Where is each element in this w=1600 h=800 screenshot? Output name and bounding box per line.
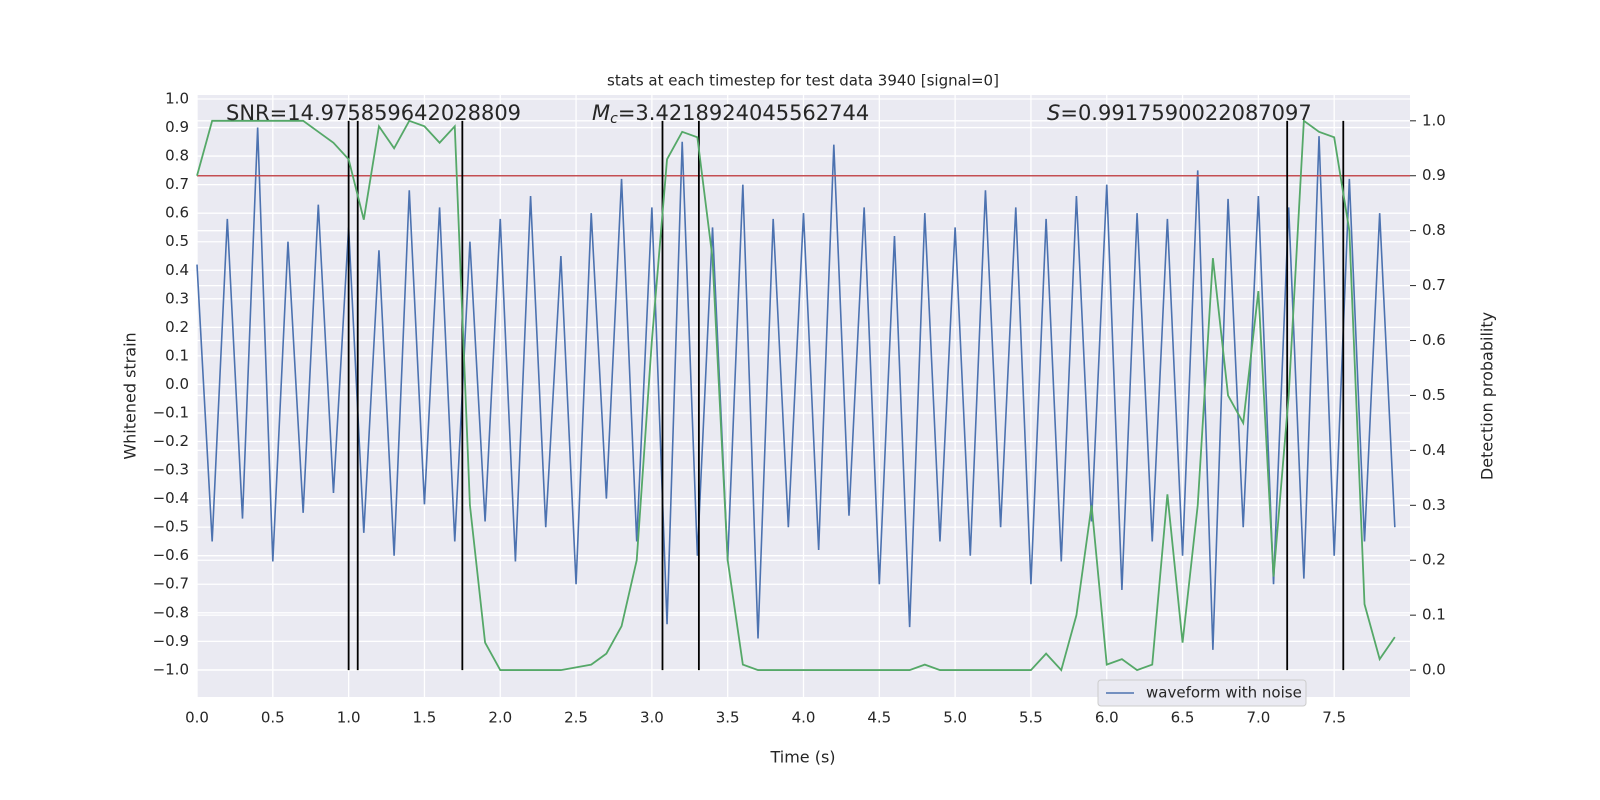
- strain-line: [196, 127, 1396, 650]
- x-tick-label: 0.0: [185, 709, 209, 727]
- legend-box: [1097, 679, 1307, 707]
- y-tick-label: −0.9: [153, 632, 189, 650]
- annotation-symbol: M: [592, 101, 610, 125]
- y-tick-label: 0.0: [165, 375, 189, 393]
- annotation-text: =0.9917590022087097: [1060, 101, 1311, 125]
- y-tick-label: 0.7: [165, 175, 189, 193]
- legend-label: waveform with noise: [1146, 684, 1302, 702]
- x-tick-label: 3.0: [640, 709, 664, 727]
- x-tick-label: 2.0: [488, 709, 512, 727]
- y2-tick-label: 0.7: [1422, 276, 1446, 294]
- y2-tick-label: 0.4: [1422, 441, 1446, 459]
- y2-tick-label: 0.0: [1422, 661, 1446, 679]
- x-tick-label: 1.5: [413, 709, 437, 727]
- y-tick-label: −0.4: [153, 489, 189, 507]
- y-tick-label: −0.6: [153, 546, 189, 564]
- y-tick-label: −0.8: [153, 603, 189, 621]
- annotation: Mc=3.4218924045562744: [592, 101, 869, 127]
- y2-tick-label: 0.3: [1422, 496, 1446, 514]
- y2-tick-label: 0.6: [1422, 331, 1446, 349]
- x-tick-label: 7.5: [1322, 709, 1346, 727]
- x-tick-label: 4.5: [867, 709, 891, 727]
- y-tick-label: −0.7: [153, 575, 189, 593]
- y-tick-label: 0.1: [165, 346, 189, 364]
- y2-tick-label: 0.8: [1422, 221, 1446, 239]
- y2-tick-label: 0.2: [1422, 551, 1446, 569]
- x-tick-label: 6.5: [1171, 709, 1195, 727]
- annotation-symbol: S: [1047, 101, 1060, 125]
- x-axis-label: Time (s): [769, 748, 835, 767]
- annotation-subscript: c: [610, 111, 618, 127]
- annotation: S=0.9917590022087097: [1047, 101, 1312, 125]
- y-tick-label: 0.4: [165, 261, 189, 279]
- x-tick-label: 0.5: [261, 709, 285, 727]
- annotation: SNR=14.975859642028809: [226, 101, 521, 125]
- y2-tick-label: 0.9: [1422, 166, 1446, 184]
- y2-tick-label: 1.0: [1422, 111, 1446, 129]
- annotation-text: SNR=14.975859642028809: [226, 101, 521, 125]
- y2-axis-label: Detection probability: [1478, 312, 1497, 480]
- x-tick-label: 2.5: [564, 709, 588, 727]
- probability-line: [196, 119, 1396, 672]
- y-tick-label: 0.3: [165, 289, 189, 307]
- y-tick-label: −0.3: [153, 461, 189, 479]
- y-tick-label: 0.9: [165, 118, 189, 136]
- y2-tick-label: 0.1: [1422, 606, 1446, 624]
- y-tick-label: 0.5: [165, 232, 189, 250]
- y-tick-label: 0.6: [165, 204, 189, 222]
- y2-tick-label: 0.5: [1422, 386, 1446, 404]
- y-tick-label: 1.0: [165, 89, 189, 107]
- x-tick-label: 6.0: [1095, 709, 1119, 727]
- y-tick-label: −0.5: [153, 518, 189, 536]
- x-tick-label: 4.0: [792, 709, 816, 727]
- y-tick-label: −0.1: [153, 403, 189, 421]
- x-tick-label: 5.5: [1019, 709, 1043, 727]
- y-tick-label: −1.0: [153, 660, 189, 678]
- y-tick-label: 0.8: [165, 147, 189, 165]
- x-tick-label: 1.0: [337, 709, 361, 727]
- x-tick-label: 5.0: [943, 709, 967, 727]
- annotation-text: =3.4218924045562744: [618, 101, 869, 125]
- chart-title: stats at each timestep for test data 394…: [607, 72, 999, 90]
- x-tick-label: 7.0: [1246, 709, 1270, 727]
- y-tick-label: −0.2: [153, 432, 189, 450]
- y-tick-label: 0.2: [165, 318, 189, 336]
- y-axis-label: Whitened strain: [121, 332, 140, 459]
- x-tick-label: 3.5: [716, 709, 740, 727]
